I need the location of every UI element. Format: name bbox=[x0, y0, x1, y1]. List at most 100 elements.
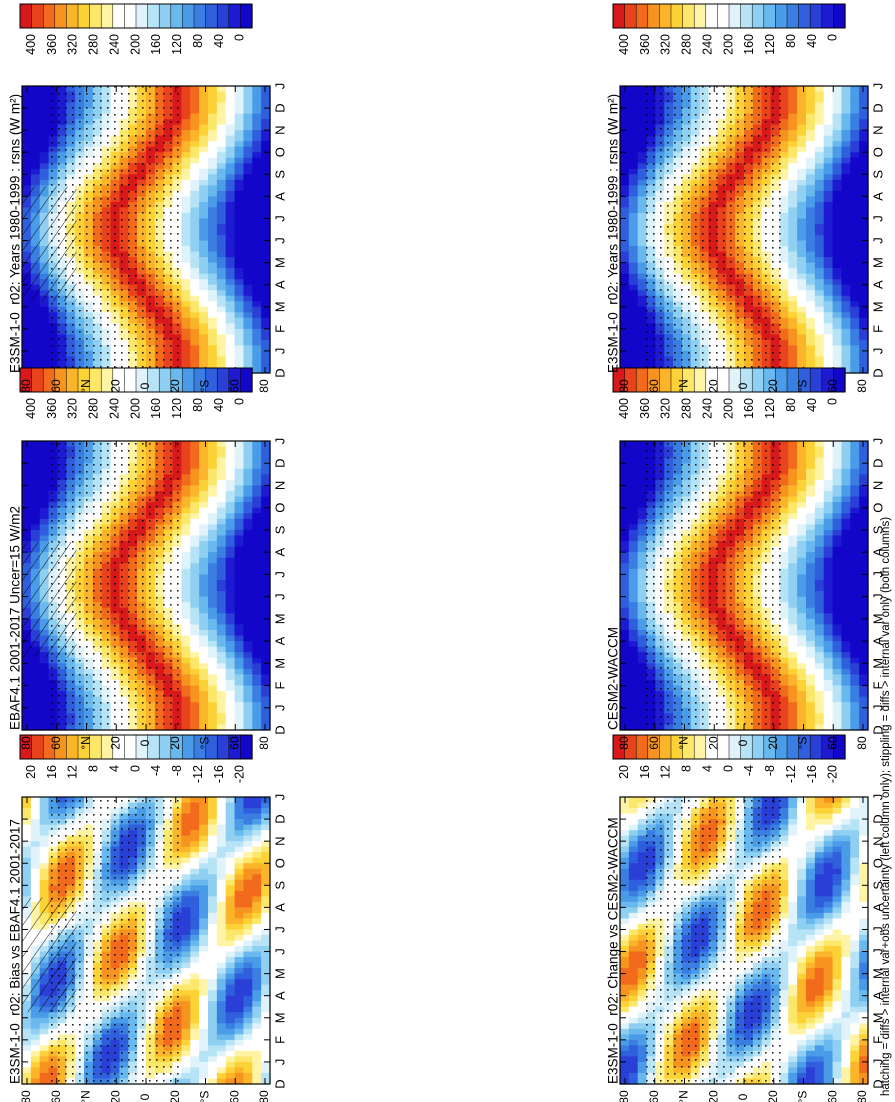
heatmap-cell bbox=[199, 201, 209, 209]
heatmap-cell bbox=[190, 108, 200, 115]
heatmap-cell bbox=[252, 835, 262, 842]
heatmap-cell bbox=[628, 207, 639, 214]
heatmap-cell bbox=[22, 835, 32, 842]
heatmap-cell bbox=[199, 574, 209, 581]
heatmap-cell bbox=[225, 629, 236, 637]
heatmap-cell bbox=[637, 240, 648, 247]
heatmap-cell bbox=[30, 529, 41, 537]
heatmap-cell bbox=[39, 824, 50, 831]
heatmap-cell bbox=[261, 529, 271, 537]
heatmap-cell bbox=[208, 1039, 218, 1046]
heatmap-cell bbox=[261, 312, 271, 319]
heatmap-cell bbox=[199, 1061, 209, 1069]
heatmap-cell bbox=[208, 962, 218, 969]
heatmap-cell bbox=[190, 813, 200, 820]
heatmap-cell bbox=[30, 339, 41, 346]
heatmap-cell bbox=[637, 246, 648, 253]
heatmap-cell bbox=[199, 157, 209, 164]
heatmap-cell bbox=[181, 268, 191, 275]
heatmap-cell bbox=[181, 207, 191, 214]
heatmap-cell bbox=[243, 1012, 253, 1019]
heatmap-cell bbox=[190, 163, 200, 170]
heatmap-cell bbox=[252, 874, 262, 881]
heatmap-cell bbox=[216, 119, 227, 126]
heatmap-cell bbox=[243, 108, 253, 115]
heatmap-cell bbox=[199, 946, 209, 953]
heatmap-cell bbox=[39, 485, 50, 492]
heatmap-cell bbox=[234, 1039, 245, 1046]
heatmap-cell bbox=[261, 668, 271, 676]
heatmap-cell bbox=[181, 707, 191, 714]
heatmap-cell bbox=[261, 679, 271, 687]
heatmap-cell bbox=[252, 668, 262, 676]
heatmap-cell bbox=[199, 223, 209, 231]
heatmap-cell bbox=[261, 361, 271, 369]
heatmap-cell bbox=[243, 474, 253, 481]
heatmap-cell bbox=[208, 990, 218, 997]
heatmap-cell bbox=[181, 273, 191, 280]
heatmap-cell bbox=[252, 907, 262, 914]
heatmap-cell bbox=[39, 345, 50, 352]
heatmap-cell bbox=[181, 518, 191, 525]
heatmap-cell bbox=[216, 201, 227, 209]
heatmap-cell bbox=[208, 724, 218, 731]
heatmap-cell bbox=[234, 141, 245, 148]
heatmap-cell bbox=[243, 350, 253, 358]
heatmap-cell bbox=[243, 995, 253, 1002]
heatmap-cell bbox=[39, 1034, 50, 1041]
heatmap-cell bbox=[22, 474, 32, 481]
heatmap-cell bbox=[243, 124, 253, 131]
heatmap-cell bbox=[22, 168, 32, 175]
heatmap-cell bbox=[190, 251, 200, 258]
heatmap-cell bbox=[181, 868, 191, 875]
heatmap-cell bbox=[261, 724, 271, 731]
heatmap-cell bbox=[190, 113, 200, 120]
heatmap-cell bbox=[252, 918, 262, 925]
heatmap-cell bbox=[181, 824, 191, 831]
heatmap-cell bbox=[252, 1056, 262, 1063]
heatmap-cell bbox=[252, 251, 262, 258]
heatmap-cell bbox=[208, 185, 218, 192]
heatmap-cell bbox=[39, 802, 50, 809]
heatmap-cell bbox=[208, 912, 218, 920]
heatmap-cell bbox=[39, 356, 50, 363]
heatmap-cell bbox=[261, 635, 271, 642]
heatmap-cell bbox=[234, 557, 245, 564]
heatmap-cell bbox=[30, 328, 41, 335]
heatmap-cell bbox=[30, 452, 41, 459]
heatmap-cell bbox=[181, 257, 191, 264]
heatmap-cell bbox=[225, 268, 236, 275]
heatmap-cell bbox=[199, 179, 209, 186]
heatmap-cell bbox=[190, 574, 200, 581]
heatmap-cell bbox=[234, 585, 245, 592]
heatmap-cell bbox=[243, 808, 253, 815]
heatmap-cell bbox=[22, 317, 32, 324]
heatmap-cell bbox=[208, 251, 218, 258]
heatmap-cell bbox=[216, 1056, 227, 1063]
heatmap-cell bbox=[208, 718, 218, 726]
heatmap-cell bbox=[225, 452, 236, 459]
heatmap-cell bbox=[216, 496, 227, 503]
heatmap-cell bbox=[620, 279, 630, 286]
heatmap-cell bbox=[225, 246, 236, 253]
heatmap-cell bbox=[181, 702, 191, 709]
heatmap-cell bbox=[252, 602, 262, 609]
heatmap-cell bbox=[190, 174, 200, 181]
heatmap-cell bbox=[208, 201, 218, 209]
heatmap-cell bbox=[252, 518, 262, 525]
heatmap-cell bbox=[620, 218, 630, 225]
heatmap-cell bbox=[216, 841, 227, 848]
heatmap-cell bbox=[234, 591, 245, 598]
heatmap-cell bbox=[225, 251, 236, 258]
heatmap-cell bbox=[199, 518, 209, 525]
heatmap-cell bbox=[208, 940, 218, 947]
heatmap-cell bbox=[216, 663, 227, 670]
heatmap-cell bbox=[234, 918, 245, 925]
heatmap-cell bbox=[243, 1050, 253, 1057]
heatmap-cell bbox=[208, 457, 218, 464]
heatmap-cell bbox=[216, 624, 227, 631]
heatmap-cell bbox=[225, 868, 236, 875]
heatmap-cell bbox=[22, 529, 32, 537]
heatmap-cell bbox=[637, 212, 648, 220]
heatmap-cell bbox=[225, 323, 236, 330]
